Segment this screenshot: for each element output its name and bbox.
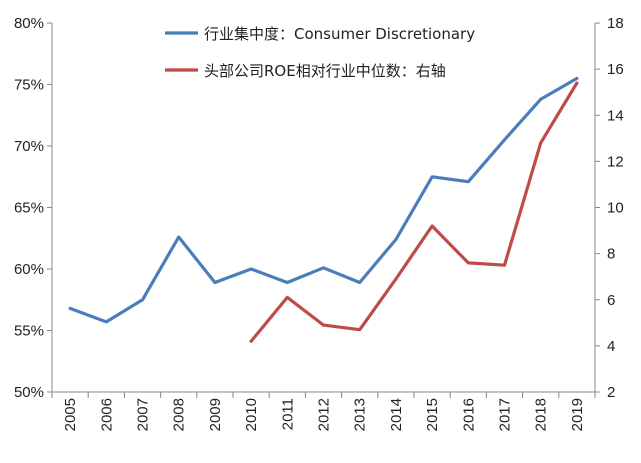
y-right-tick-label: 18 xyxy=(607,15,624,32)
x-tick-label: 2010 xyxy=(243,398,260,431)
x-tick-label: 2007 xyxy=(135,398,152,431)
x-tick-label: 2017 xyxy=(497,398,514,431)
y-right-tick-label: 6 xyxy=(607,292,615,309)
y-right-tick-label: 16 xyxy=(607,61,624,78)
legend: 行业集中度：Consumer Discretionary 头部公司ROE相对行业中… xyxy=(165,25,475,80)
y-right-tick-label: 8 xyxy=(607,246,615,263)
y-left-tick-label: 60% xyxy=(14,261,44,278)
y-right-tick-label: 4 xyxy=(607,338,615,355)
legend-label-2: 头部公司ROE相对行业中位数：右轴 xyxy=(204,62,446,80)
x-tick-label: 2014 xyxy=(388,398,405,431)
y-left-tick-label: 50% xyxy=(14,384,44,401)
axes: 50% 55% 60% 65% 70% 75% 80% 2 4 6 8 10 12 14 16 18 2005 2… xyxy=(14,15,624,431)
x-tick-label: 2008 xyxy=(171,398,188,431)
x-tick-label: 2005 xyxy=(62,398,79,431)
y-right-tick-label: 12 xyxy=(607,153,624,170)
y-left-tick-label: 80% xyxy=(14,15,44,32)
y-left-tick-label: 55% xyxy=(14,323,44,340)
x-tick-label: 2019 xyxy=(569,398,586,431)
y-right-tick-label: 10 xyxy=(607,200,624,217)
y-right-tick-label: 14 xyxy=(607,107,624,124)
x-tick-label: 2011 xyxy=(279,398,296,430)
x-tick-label: 2018 xyxy=(533,398,550,431)
legend-label-1: 行业集中度：Consumer Discretionary xyxy=(204,25,475,43)
series-layer xyxy=(68,76,579,343)
x-tick-label: 2009 xyxy=(207,398,224,431)
x-tick-label: 2012 xyxy=(316,398,333,431)
y-left-tick-label: 65% xyxy=(14,200,44,217)
x-tick-label: 2015 xyxy=(424,398,441,431)
x-tick-label: 2016 xyxy=(460,398,477,431)
y-left-tick-label: 70% xyxy=(14,138,44,155)
x-tick-label: 2013 xyxy=(352,398,369,431)
series-line-1 xyxy=(68,76,579,324)
y-left-tick-label: 75% xyxy=(14,77,44,94)
x-tick-label: 2006 xyxy=(98,398,115,431)
y-right-tick-label: 2 xyxy=(607,384,615,401)
series-line-2 xyxy=(249,81,579,343)
